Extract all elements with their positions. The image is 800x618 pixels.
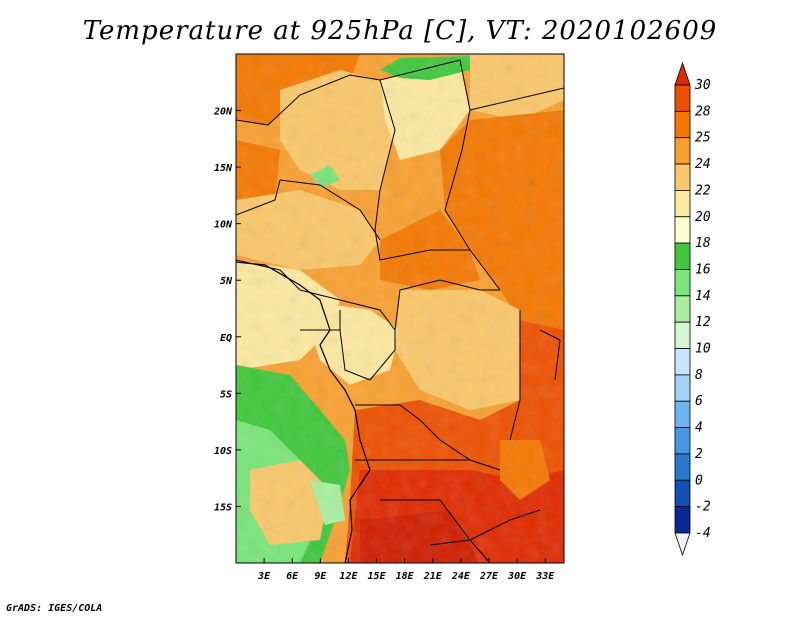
- lat-tick-label: 10S: [214, 446, 232, 457]
- lon-tick-label: 18E: [396, 571, 415, 582]
- colorbar-label: 24: [695, 157, 711, 172]
- colorbar-swatch: [674, 137, 691, 165]
- colorbar-label: 8: [695, 368, 703, 383]
- lon-tick-label: 6E: [286, 571, 299, 582]
- colorbar-label: 25: [695, 131, 711, 146]
- colorbar-label: 0: [695, 473, 703, 488]
- colorbar-label: 12: [695, 315, 711, 330]
- lat-tick-label: 15S: [214, 502, 232, 513]
- lat-axis: 20N 15N 10N 5N EQ 5S 10S 15S: [213, 107, 241, 513]
- lon-tick-label: 12E: [339, 571, 358, 582]
- lon-tick-label: 27E: [479, 571, 499, 582]
- lon-tick-label: 9E: [314, 571, 327, 582]
- lon-axis: 3E 6E 9E 12E 15E 18E 21E 24E 27E 30E 33E: [257, 558, 555, 582]
- colorbar-max-triangle: [674, 61, 691, 86]
- coastline: [236, 261, 371, 563]
- colorbar-label: -4: [695, 526, 711, 541]
- colorbar-label: 20: [695, 210, 711, 225]
- colorbar-label: 22: [695, 183, 711, 198]
- colorbar-label: 30: [694, 78, 711, 93]
- colorbar-swatch: [674, 427, 691, 455]
- colorbar-swatch: [674, 295, 691, 323]
- lat-tick-label: 5S: [220, 389, 232, 400]
- colorbar-label: -2: [695, 500, 711, 515]
- chart-title: Temperature at 925hPa [C], VT: 202010260…: [82, 16, 718, 46]
- colorbar-swatch: [674, 374, 691, 402]
- colorbar-label: 14: [695, 289, 711, 304]
- colorbar-swatch: [674, 163, 691, 191]
- lat-tick-label: 10N: [214, 220, 233, 231]
- colorbar-swatch: [674, 269, 691, 297]
- lon-tick-label: 21E: [423, 571, 443, 582]
- colorbar-swatch: [674, 321, 691, 349]
- colorbar-swatch: [674, 242, 691, 270]
- colorbar-swatch: [674, 110, 691, 139]
- lon-tick-label: 30E: [507, 571, 527, 582]
- colorbar-label: 6: [695, 394, 703, 409]
- colorbar-swatch: [674, 84, 691, 112]
- lon-tick-label: 3E: [257, 571, 271, 582]
- colorbar-label: 10: [695, 342, 711, 357]
- colorbar-label: 18: [695, 236, 711, 251]
- colorbar-swatch: [674, 506, 691, 534]
- colorbar-swatch: [674, 479, 691, 508]
- colorbar-swatch: [674, 400, 691, 428]
- colorbar-swatch: [674, 348, 691, 376]
- colorbar-swatch: [674, 453, 691, 481]
- temperature-field: [236, 54, 564, 563]
- lon-tick-label: 24E: [451, 571, 471, 582]
- lon-tick-label: 33E: [535, 571, 555, 582]
- colorbar-swatch: [674, 216, 691, 244]
- map-frame: [235, 53, 565, 564]
- country-borders: [236, 59, 564, 563]
- lat-tick-label: 5N: [220, 276, 233, 287]
- lat-tick-label: 15N: [214, 163, 233, 174]
- colorbar-swatch: [674, 190, 691, 218]
- colorbar-label: 16: [695, 262, 711, 277]
- colorbar-label: 4: [695, 421, 703, 436]
- colorbar-label: 2: [695, 447, 703, 462]
- colorbar-min-triangle: [674, 532, 691, 557]
- credit-text: GrADS: IGES/COLA: [6, 603, 103, 614]
- lon-tick-label: 15E: [368, 571, 387, 582]
- lat-tick-label: EQ: [220, 333, 232, 344]
- lat-tick-label: 20N: [213, 107, 233, 118]
- colorbar-label: 28: [695, 104, 711, 119]
